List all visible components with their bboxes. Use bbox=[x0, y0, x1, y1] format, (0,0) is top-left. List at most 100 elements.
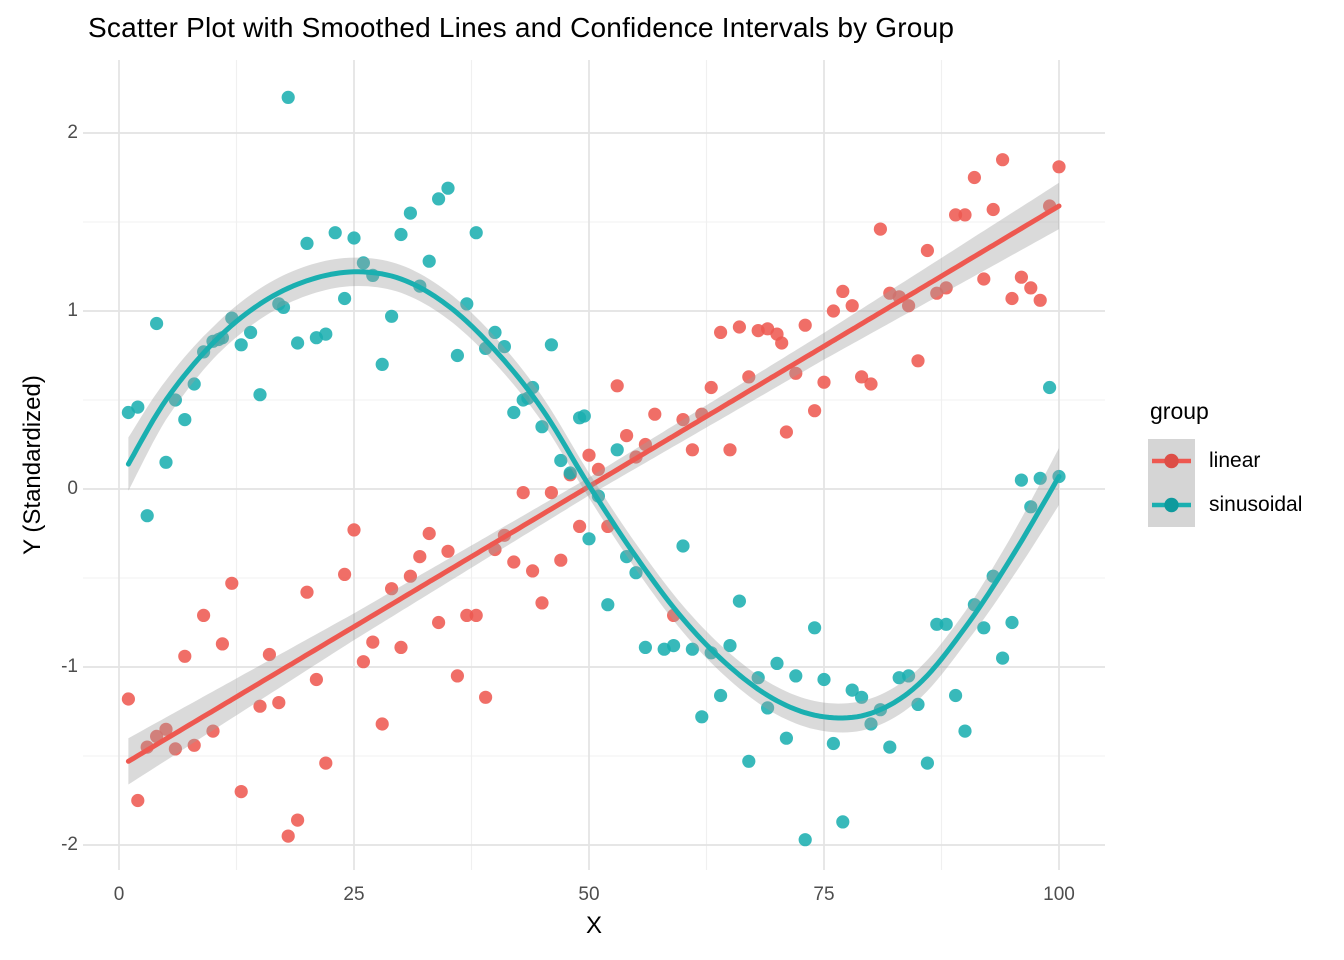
data-point-sinusoidal bbox=[685, 642, 700, 656]
data-point-linear bbox=[732, 320, 747, 334]
data-point-sinusoidal bbox=[253, 388, 267, 402]
legend-key-linear bbox=[1148, 439, 1195, 483]
data-point-linear bbox=[356, 655, 370, 669]
data-point-sinusoidal bbox=[930, 617, 944, 631]
data-point-sinusoidal bbox=[319, 327, 333, 341]
data-point-linear bbox=[610, 379, 624, 393]
data-point-sinusoidal bbox=[432, 192, 446, 206]
y-tick-label: 1 bbox=[67, 300, 78, 321]
data-point-linear bbox=[178, 649, 192, 663]
data-point-linear bbox=[864, 377, 878, 391]
data-point-linear bbox=[225, 576, 239, 590]
data-point-linear bbox=[779, 425, 794, 439]
data-point-sinusoidal bbox=[187, 377, 201, 391]
data-point-linear bbox=[582, 448, 596, 462]
data-point-linear bbox=[977, 272, 991, 286]
data-point-sinusoidal bbox=[1043, 380, 1057, 395]
data-point-sinusoidal bbox=[864, 717, 878, 731]
data-point-sinusoidal bbox=[920, 756, 935, 770]
data-point-sinusoidal bbox=[949, 688, 963, 703]
data-point-sinusoidal bbox=[150, 316, 164, 331]
data-point-sinusoidal bbox=[996, 651, 1010, 665]
data-point-sinusoidal bbox=[460, 297, 474, 311]
y-axis-title: Y (Standardized) bbox=[19, 375, 46, 555]
data-point-linear bbox=[544, 486, 559, 500]
data-point-linear bbox=[967, 170, 982, 185]
data-point-sinusoidal bbox=[328, 226, 342, 240]
smooth-line-with-point-glyph-icon bbox=[1152, 453, 1191, 469]
data-point-linear bbox=[422, 526, 436, 541]
data-point-linear bbox=[168, 742, 182, 756]
data-point-linear bbox=[535, 596, 549, 610]
data-point-sinusoidal bbox=[507, 405, 521, 420]
legend: group linear sinusoidal bbox=[1148, 398, 1338, 527]
data-point-sinusoidal bbox=[234, 338, 248, 352]
data-point-linear bbox=[309, 672, 323, 687]
data-point-linear bbox=[845, 299, 859, 313]
data-point-linear bbox=[121, 692, 135, 706]
data-point-linear bbox=[526, 564, 540, 578]
data-point-linear bbox=[187, 738, 201, 752]
data-point-linear bbox=[432, 615, 446, 630]
data-point-linear bbox=[460, 608, 474, 623]
data-point-sinusoidal bbox=[544, 338, 559, 352]
data-point-linear bbox=[291, 813, 305, 827]
data-point-linear bbox=[479, 690, 493, 704]
data-point-sinusoidal bbox=[817, 672, 831, 687]
data-point-linear bbox=[1014, 270, 1028, 284]
data-point-linear bbox=[366, 635, 380, 649]
data-point-linear bbox=[638, 437, 653, 452]
data-point-sinusoidal bbox=[836, 815, 850, 829]
legend-label-sinusoidal: sinusoidal bbox=[1209, 493, 1303, 516]
data-point-sinusoidal bbox=[911, 697, 925, 712]
data-point-sinusoidal bbox=[450, 348, 464, 363]
data-point-linear bbox=[685, 443, 700, 457]
data-point-linear bbox=[413, 550, 427, 564]
data-point-linear bbox=[873, 222, 888, 236]
data-point-linear bbox=[573, 519, 587, 534]
data-point-linear bbox=[911, 354, 925, 368]
data-point-sinusoidal bbox=[385, 309, 399, 323]
data-point-sinusoidal bbox=[742, 754, 756, 768]
data-point-sinusoidal bbox=[779, 731, 794, 745]
smooth-line-sinusoidal bbox=[125, 269, 1062, 721]
data-point-sinusoidal bbox=[845, 683, 859, 697]
data-point-sinusoidal bbox=[723, 639, 737, 653]
data-point-linear bbox=[855, 370, 869, 384]
data-point-linear bbox=[775, 336, 789, 350]
data-point-sinusoidal bbox=[159, 455, 173, 469]
data-point-sinusoidal bbox=[488, 325, 502, 339]
data-point-sinusoidal bbox=[497, 340, 511, 354]
data-point-linear bbox=[385, 582, 399, 596]
data-point-linear bbox=[620, 429, 634, 443]
data-point-linear bbox=[1033, 293, 1047, 307]
data-point-sinusoidal bbox=[826, 736, 841, 751]
data-point-sinusoidal bbox=[676, 539, 690, 553]
data-point-linear bbox=[300, 585, 314, 599]
data-point-sinusoidal bbox=[601, 598, 615, 612]
data-point-sinusoidal bbox=[375, 357, 389, 371]
data-point-sinusoidal bbox=[667, 639, 681, 653]
data-point-linear bbox=[234, 785, 248, 799]
data-point-linear bbox=[206, 724, 220, 738]
data-point-linear bbox=[591, 462, 606, 476]
data-point-sinusoidal bbox=[751, 671, 765, 685]
data-point-linear bbox=[197, 608, 211, 623]
data-point-linear bbox=[742, 370, 756, 384]
data-point-linear bbox=[272, 696, 286, 710]
data-point-linear bbox=[507, 555, 521, 569]
data-point-linear bbox=[338, 567, 352, 582]
data-point-sinusoidal bbox=[281, 90, 295, 104]
smooth-line-linear bbox=[125, 203, 1062, 764]
data-point-sinusoidal bbox=[1014, 473, 1028, 487]
smooth-line-with-point-glyph-icon bbox=[1152, 497, 1191, 513]
data-point-sinusoidal bbox=[582, 532, 596, 546]
data-point-linear bbox=[949, 208, 963, 222]
legend-title: group bbox=[1150, 398, 1209, 424]
data-point-linear bbox=[516, 486, 530, 500]
data-point-sinusoidal bbox=[638, 640, 653, 655]
data-point-sinusoidal bbox=[977, 621, 991, 635]
data-point-linear bbox=[253, 699, 267, 713]
data-point-linear bbox=[704, 380, 718, 395]
